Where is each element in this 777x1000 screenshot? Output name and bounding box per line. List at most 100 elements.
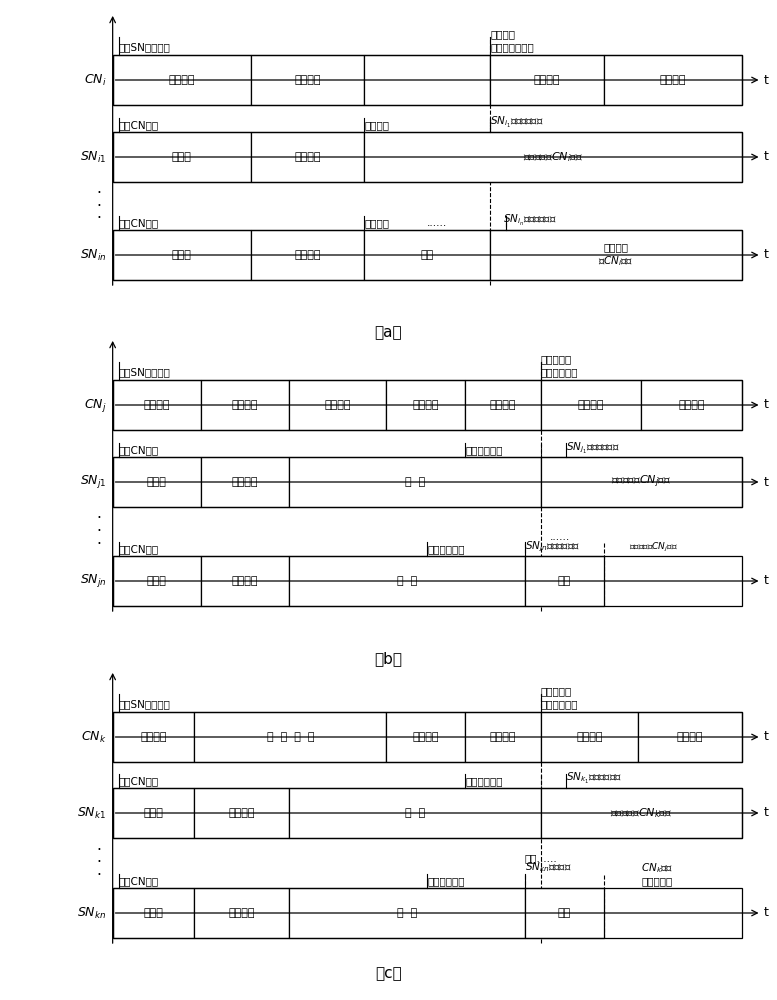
- Text: 频谱协商: 频谱协商: [232, 400, 258, 410]
- Text: 接收分配: 接收分配: [364, 120, 389, 130]
- Bar: [541, 380, 641, 430]
- Text: 通知SN开始工作: 通知SN开始工作: [119, 699, 171, 709]
- Bar: [194, 788, 289, 838]
- Text: t: t: [764, 906, 768, 920]
- Text: 空闲等待: 空闲等待: [228, 808, 255, 818]
- Text: 空闲等待: 空闲等待: [294, 250, 321, 260]
- Bar: [113, 888, 742, 938]
- Text: ......: ......: [550, 532, 570, 542]
- Text: 睡眠并等待$CN_j$唤醒: 睡眠并等待$CN_j$唤醒: [629, 541, 678, 554]
- Text: $SN_{in}$: $SN_{in}$: [80, 247, 106, 263]
- Text: 频谱感知: 频谱感知: [413, 400, 439, 410]
- Text: t: t: [764, 398, 768, 412]
- Bar: [289, 788, 541, 838]
- Bar: [541, 788, 742, 838]
- Text: 空闲等待: 空闲等待: [294, 152, 321, 162]
- Text: 数据......: 数据......: [525, 853, 558, 863]
- Text: 通知SN开始工作: 通知SN开始工作: [119, 367, 171, 377]
- Text: （c）: （c）: [375, 966, 402, 981]
- Bar: [525, 888, 604, 938]
- Text: ·
·
·: · · ·: [96, 511, 101, 552]
- Text: 接收CN通知: 接收CN通知: [119, 445, 159, 455]
- Text: $SN_{jn}$发送感知数据: $SN_{jn}$发送感知数据: [525, 540, 580, 554]
- Text: 源感知: 源感知: [172, 250, 192, 260]
- Bar: [113, 230, 742, 280]
- Text: 接收信道分配: 接收信道分配: [465, 445, 503, 455]
- Bar: [604, 55, 742, 105]
- Bar: [113, 132, 742, 182]
- Text: 睡眠并等待$CN_i$唤醒: 睡眠并等待$CN_i$唤醒: [523, 150, 584, 164]
- Bar: [113, 888, 194, 938]
- Text: 频谱感知: 频谱感知: [169, 75, 195, 85]
- Text: $SN_{k_1}$发送感知数据: $SN_{k_1}$发送感知数据: [566, 771, 622, 786]
- Bar: [113, 132, 251, 182]
- Bar: [525, 556, 604, 606]
- Text: 睡  眠: 睡 眠: [397, 908, 417, 918]
- Text: 源感知: 源感知: [147, 477, 166, 487]
- Text: 数据汇总: 数据汇总: [677, 732, 703, 742]
- Text: $CN_k$唤醒: $CN_k$唤醒: [641, 861, 674, 875]
- Text: 排队: 排队: [420, 250, 434, 260]
- Text: ·
·
·: · · ·: [96, 186, 101, 226]
- Bar: [194, 712, 386, 762]
- Bar: [113, 457, 742, 507]
- Text: $SN_{i_1}$发送感知数据: $SN_{i_1}$发送感知数据: [490, 115, 544, 130]
- Bar: [490, 55, 604, 105]
- Text: $SN_{i1}$: $SN_{i1}$: [80, 149, 106, 165]
- Bar: [113, 230, 251, 280]
- Text: 传输时隙: 传输时隙: [490, 29, 515, 39]
- Text: 频谱协商: 频谱协商: [490, 400, 516, 410]
- Bar: [113, 556, 742, 606]
- Bar: [194, 888, 289, 938]
- Text: 排  队  等  待: 排 队 等 待: [267, 732, 314, 742]
- Text: 睡  眠: 睡 眠: [405, 477, 425, 487]
- Bar: [465, 380, 541, 430]
- Bar: [465, 712, 541, 762]
- Text: 频谱协商: 频谱协商: [294, 75, 321, 85]
- Text: 接收信道分配: 接收信道分配: [427, 544, 465, 554]
- Bar: [289, 556, 525, 606]
- Bar: [490, 230, 742, 280]
- Bar: [386, 712, 465, 762]
- Text: $SN_{kn}$: $SN_{kn}$: [77, 905, 106, 921]
- Text: 排队: 排队: [558, 908, 571, 918]
- Bar: [289, 457, 541, 507]
- Text: t: t: [764, 574, 768, 587]
- Text: 频谱感知: 频谱感知: [144, 400, 170, 410]
- Text: 接收数据: 接收数据: [534, 75, 560, 85]
- Text: 及传输时隙: 及传输时隙: [541, 354, 572, 364]
- Bar: [113, 55, 742, 105]
- Text: （b）: （b）: [375, 651, 402, 666]
- Text: （a）: （a）: [375, 325, 402, 340]
- Text: 源感知: 源感知: [147, 576, 166, 586]
- Text: 数据汇总: 数据汇总: [678, 400, 705, 410]
- Text: 接收CN通知: 接收CN通知: [119, 120, 159, 130]
- Bar: [200, 380, 289, 430]
- Bar: [113, 556, 200, 606]
- Text: 频谱协商: 频谱协商: [490, 732, 516, 742]
- Bar: [541, 457, 742, 507]
- Text: t: t: [764, 476, 768, 488]
- Text: 数据汇总: 数据汇总: [660, 75, 686, 85]
- Bar: [386, 380, 465, 430]
- Text: t: t: [764, 248, 768, 261]
- Text: 接收数据: 接收数据: [577, 732, 603, 742]
- Bar: [113, 788, 742, 838]
- Text: ......: ......: [427, 218, 448, 228]
- Text: 接收信道分配: 接收信道分配: [465, 776, 503, 786]
- Text: $SN_{kn}$发送感知: $SN_{kn}$发送感知: [525, 860, 571, 874]
- Bar: [251, 132, 364, 182]
- Text: 通知SN开始工作: 通知SN开始工作: [119, 42, 171, 52]
- Text: t: t: [764, 806, 768, 820]
- Text: 及传输时隙: 及传输时隙: [541, 686, 572, 696]
- Bar: [113, 380, 200, 430]
- Text: $SN_{j_1}$发送感知数据: $SN_{j_1}$发送感知数据: [566, 440, 619, 455]
- Text: ·
·
·: · · ·: [96, 843, 101, 883]
- Text: 广播分配信道及: 广播分配信道及: [490, 42, 534, 52]
- Bar: [289, 888, 525, 938]
- Text: 接收信道分配: 接收信道分配: [427, 876, 465, 886]
- Text: 接收数据: 接收数据: [578, 400, 605, 410]
- Text: 睡眠并等待$CN_k$唤醒: 睡眠并等待$CN_k$唤醒: [610, 806, 672, 820]
- Bar: [200, 457, 289, 507]
- Text: 频谱感知: 频谱感知: [141, 732, 167, 742]
